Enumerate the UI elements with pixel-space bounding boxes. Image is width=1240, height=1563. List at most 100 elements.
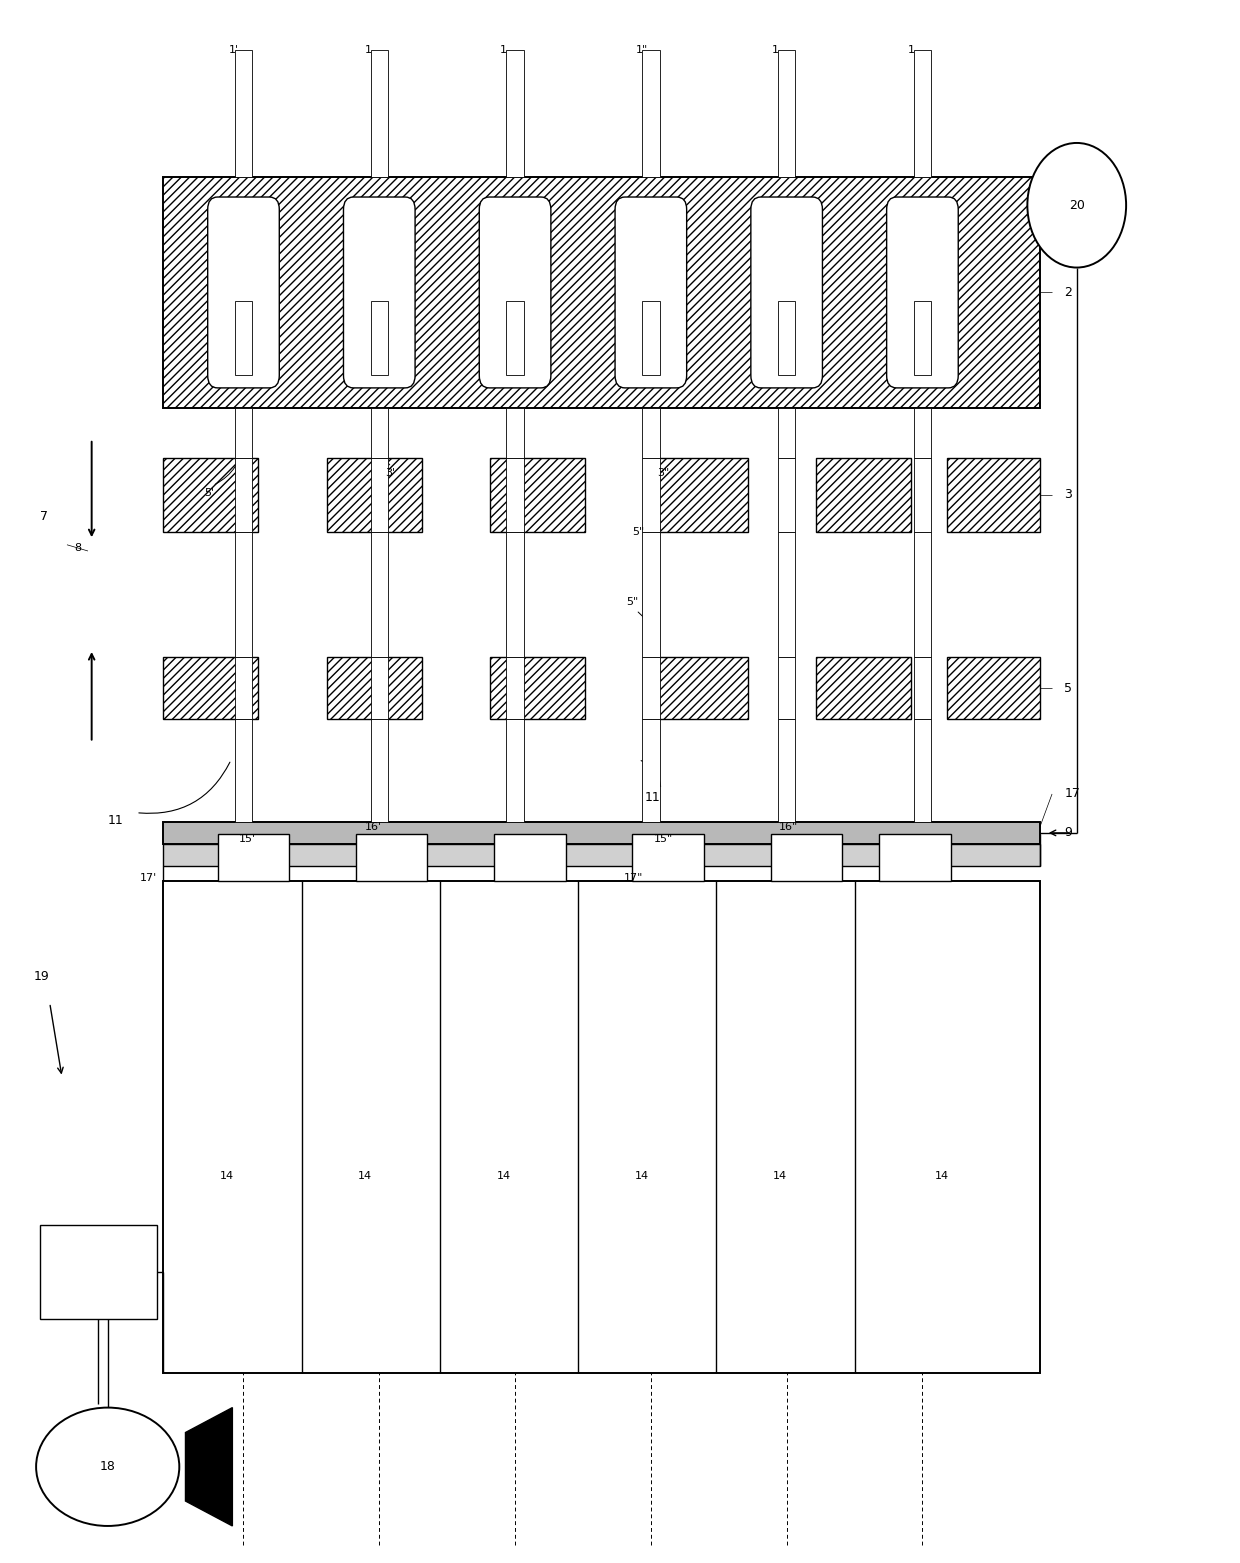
Bar: [816, 656, 911, 719]
Bar: [506, 50, 523, 177]
Bar: [777, 300, 795, 375]
Bar: [642, 458, 660, 533]
Bar: [914, 458, 931, 533]
Text: 9: 9: [1064, 827, 1073, 839]
Text: 3': 3': [386, 469, 396, 478]
Text: 19: 19: [33, 969, 50, 983]
Bar: [653, 656, 749, 719]
Bar: [371, 533, 388, 656]
Text: 16": 16": [779, 822, 799, 832]
FancyBboxPatch shape: [751, 197, 822, 388]
Text: 17": 17": [624, 874, 644, 883]
Text: 1": 1": [636, 44, 649, 55]
Bar: [914, 719, 931, 822]
Bar: [777, 533, 795, 656]
Text: 20: 20: [1069, 199, 1085, 211]
Bar: [356, 835, 428, 882]
Bar: [234, 300, 252, 375]
Text: 14: 14: [635, 1171, 649, 1182]
Bar: [506, 458, 523, 533]
Ellipse shape: [36, 1408, 180, 1525]
Bar: [642, 300, 660, 375]
Bar: [642, 656, 660, 719]
Bar: [777, 656, 795, 719]
Bar: [40, 1225, 157, 1319]
Bar: [816, 458, 911, 533]
FancyBboxPatch shape: [343, 197, 415, 388]
Bar: [371, 300, 388, 375]
Text: 17: 17: [1064, 788, 1080, 800]
Text: 1: 1: [908, 44, 915, 55]
Text: 14: 14: [773, 1171, 787, 1182]
Text: 2: 2: [1064, 286, 1073, 299]
Text: 17': 17': [140, 874, 157, 883]
Bar: [914, 656, 931, 719]
Bar: [327, 656, 423, 719]
Text: 1': 1': [228, 44, 239, 55]
Bar: [371, 50, 388, 177]
Bar: [642, 408, 660, 458]
Text: 3: 3: [1064, 488, 1073, 502]
Bar: [914, 533, 931, 656]
Circle shape: [1028, 142, 1126, 267]
Text: 15': 15': [238, 835, 255, 844]
Text: 16': 16': [365, 822, 382, 832]
Text: 1: 1: [771, 44, 779, 55]
Bar: [234, 533, 252, 656]
Bar: [234, 656, 252, 719]
Bar: [490, 656, 585, 719]
Bar: [777, 50, 795, 177]
FancyBboxPatch shape: [480, 197, 551, 388]
Bar: [947, 458, 1039, 533]
Bar: [327, 458, 423, 533]
Bar: [234, 458, 252, 533]
FancyBboxPatch shape: [615, 197, 687, 388]
Bar: [506, 656, 523, 719]
Bar: [914, 300, 931, 375]
Text: 14: 14: [935, 1171, 949, 1182]
Bar: [371, 408, 388, 458]
Bar: [494, 835, 565, 882]
Text: 14: 14: [358, 1171, 372, 1182]
Text: 5": 5": [626, 597, 639, 608]
Text: 8: 8: [74, 542, 82, 553]
Text: 5': 5': [205, 488, 215, 499]
Bar: [217, 835, 289, 882]
Bar: [164, 822, 1039, 844]
Text: 5": 5": [632, 527, 645, 538]
Bar: [914, 50, 931, 177]
Bar: [777, 408, 795, 458]
Bar: [777, 458, 795, 533]
Bar: [371, 458, 388, 533]
Text: 11: 11: [645, 791, 661, 803]
Text: 3": 3": [657, 469, 670, 478]
Bar: [642, 719, 660, 822]
Polygon shape: [186, 1408, 232, 1525]
Text: 1: 1: [500, 44, 507, 55]
Bar: [164, 458, 258, 533]
Bar: [164, 656, 258, 719]
Bar: [234, 719, 252, 822]
Text: 14: 14: [219, 1171, 234, 1182]
FancyBboxPatch shape: [207, 197, 279, 388]
FancyBboxPatch shape: [887, 197, 959, 388]
Bar: [506, 719, 523, 822]
Bar: [371, 719, 388, 822]
Bar: [653, 458, 749, 533]
Bar: [234, 408, 252, 458]
Bar: [632, 835, 704, 882]
Bar: [914, 408, 931, 458]
Bar: [371, 656, 388, 719]
Bar: [770, 835, 842, 882]
Bar: [506, 408, 523, 458]
Text: 1: 1: [365, 44, 372, 55]
Bar: [490, 458, 585, 533]
Bar: [234, 50, 252, 177]
Text: 5: 5: [1064, 681, 1073, 694]
Bar: [164, 844, 1039, 866]
Bar: [947, 656, 1039, 719]
Bar: [506, 300, 523, 375]
Bar: [164, 177, 1039, 408]
Text: 14: 14: [496, 1171, 511, 1182]
Bar: [777, 719, 795, 822]
